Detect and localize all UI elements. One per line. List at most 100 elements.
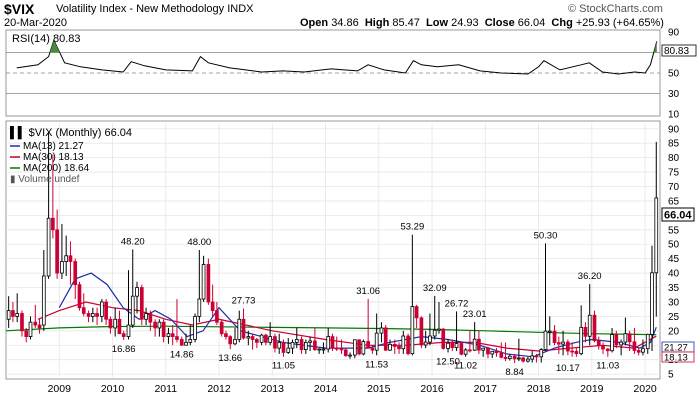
- candle: [539, 348, 544, 363]
- price-x-axis: 2009 2010 2011 2012 2013 2014 2015 2016 2017 2018…: [48, 383, 657, 395]
- candle-body: [104, 301, 108, 320]
- candle: [188, 325, 193, 346]
- candle: [334, 336, 339, 352]
- candle: [477, 330, 481, 354]
- candle: [286, 338, 291, 354]
- candle: [24, 327, 29, 343]
- candle-body: [228, 336, 233, 345]
- candle-body: [432, 329, 437, 337]
- candle-body: [206, 264, 211, 303]
- chg-label: Chg: [551, 17, 573, 29]
- candle: [228, 335, 233, 350]
- candle-body: [161, 321, 166, 337]
- candle: [605, 348, 610, 357]
- candle: [179, 336, 184, 346]
- price-annotations: 48.20 48.00 27.73 31.06 53.29 32.09 26.7223.01…: [112, 222, 620, 378]
- candle-body: [259, 334, 264, 343]
- candle: [472, 322, 477, 352]
- candle: [627, 330, 632, 352]
- price-tick-label: 45: [668, 254, 680, 265]
- candle-body: [24, 330, 29, 337]
- candle-body: [117, 318, 122, 335]
- ma-value-boxes: 21.27 18.13: [661, 341, 695, 364]
- candle-body: [490, 350, 495, 355]
- candle-body: [619, 341, 623, 346]
- candle-body: [77, 284, 82, 309]
- price-legend: ▌▌ $VIX (Monthly) 66.04 MA(13) 21.27 MA(…: [10, 125, 132, 185]
- candle: [623, 317, 628, 346]
- rsi-overbought-fill: [653, 41, 657, 53]
- candle: [441, 327, 446, 350]
- price-tick-label: 65: [668, 196, 680, 207]
- annotation-label: 48.00: [187, 237, 211, 248]
- candle: [534, 353, 539, 363]
- candle-body: [361, 341, 366, 355]
- candle-body: [547, 330, 552, 333]
- annotation-label: 31.06: [356, 286, 380, 297]
- candle: [552, 325, 557, 346]
- candle: [161, 319, 166, 343]
- candle: [343, 348, 348, 357]
- candle-body: [645, 333, 650, 350]
- candle: [432, 295, 437, 340]
- candle: [388, 339, 392, 352]
- candle: [366, 298, 370, 349]
- candle-body: [95, 313, 99, 317]
- candle: [428, 313, 432, 346]
- price-tick-label: 75: [668, 168, 680, 179]
- ma13-last-value: 21.27: [664, 343, 688, 354]
- candle-body: [481, 347, 486, 351]
- candle-body: [113, 318, 118, 329]
- x-tick-label: 2020: [633, 383, 657, 395]
- candle-body: [215, 310, 219, 323]
- candle-body: [454, 343, 459, 348]
- annotation-label: 14.86: [170, 350, 194, 361]
- candle-body: [636, 350, 641, 353]
- candle: [6, 296, 11, 328]
- annotation-label: 11.05: [272, 361, 295, 372]
- candle: [570, 342, 574, 357]
- candle-body: [450, 342, 455, 348]
- candle: [486, 346, 490, 359]
- candle: [481, 347, 486, 357]
- candle-body: [201, 264, 206, 300]
- rsi-tick-label: 10: [668, 110, 680, 121]
- candle-body: [370, 347, 375, 351]
- legend-ma30: MA(30) 18.13: [23, 152, 84, 163]
- candle-body: [233, 339, 237, 345]
- annotation-label: 11.53: [365, 359, 388, 370]
- exchange: INDX: [227, 3, 254, 15]
- candle: [219, 319, 224, 337]
- candle-body: [304, 341, 308, 350]
- candle: [463, 348, 468, 357]
- candle: [357, 339, 361, 356]
- candle: [419, 316, 424, 349]
- candle-body: [499, 352, 504, 358]
- candle: [51, 154, 55, 239]
- instrument-title: Volatility Index - New Methodology: [56, 3, 225, 15]
- rsi-series: [16, 38, 658, 75]
- candle-body: [534, 355, 539, 358]
- annotation-label: 27.73: [232, 296, 256, 307]
- price-tick-label: 90: [668, 124, 680, 135]
- annotation-label: 53.29: [400, 222, 424, 233]
- candle-body: [246, 336, 251, 339]
- candle-body: [556, 342, 561, 345]
- candle-body: [6, 310, 11, 320]
- candle-body: [583, 326, 588, 337]
- candle: [193, 313, 197, 343]
- candle: [113, 307, 118, 337]
- candle: [654, 141, 659, 317]
- candle-body: [383, 327, 388, 351]
- annotation-label: 10.17: [556, 363, 580, 374]
- legend-volume-text: Volume undef: [18, 174, 79, 185]
- candle-body: [264, 334, 268, 343]
- candle-body: [268, 336, 272, 343]
- candle: [450, 339, 455, 352]
- candle-body: [294, 339, 299, 343]
- candle: [224, 330, 228, 340]
- candle: [437, 301, 441, 334]
- candle-body: [273, 336, 277, 349]
- rsi-line: [16, 38, 658, 75]
- candle-body: [552, 330, 557, 344]
